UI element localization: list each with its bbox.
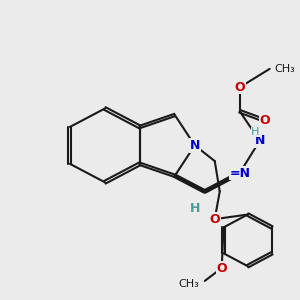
Text: O: O — [260, 114, 270, 127]
Text: O: O — [209, 213, 220, 226]
Text: H: H — [251, 127, 260, 137]
Text: H: H — [190, 202, 200, 215]
Text: O: O — [216, 262, 227, 275]
Text: =N: =N — [229, 167, 250, 179]
Text: N: N — [254, 134, 265, 147]
Text: O: O — [234, 81, 245, 94]
Text: CH₃: CH₃ — [274, 64, 295, 74]
Text: N: N — [190, 139, 200, 152]
Text: CH₃: CH₃ — [178, 279, 199, 289]
